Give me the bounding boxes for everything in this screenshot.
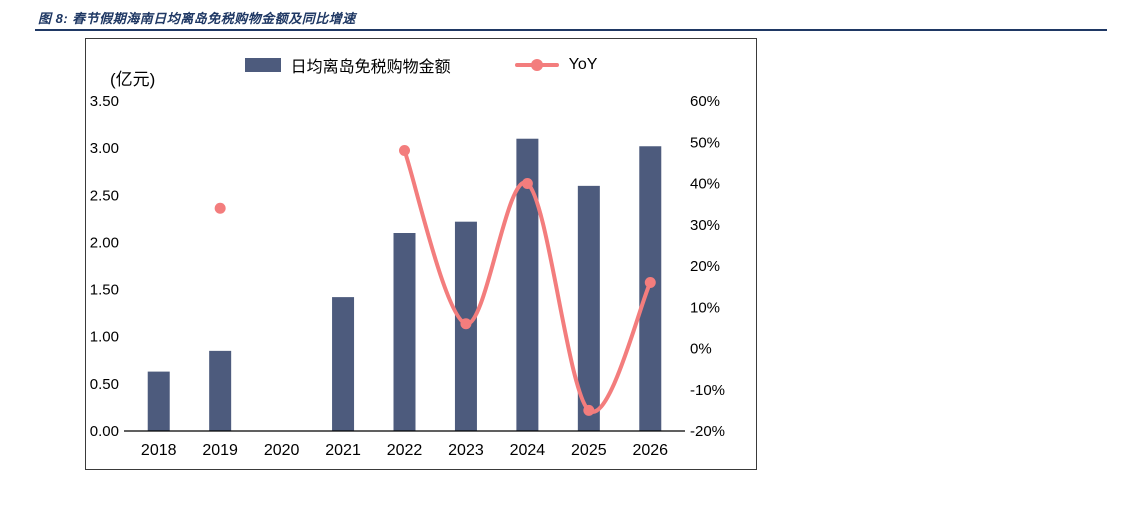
yoy-marker — [644, 277, 656, 288]
x-tick-label: 2021 — [325, 442, 361, 459]
legend-item-bar: 日均离岛免税购物金额 — [244, 53, 451, 77]
y-right-tick-label: 0% — [690, 341, 712, 358]
bar — [147, 371, 170, 431]
bar — [393, 233, 416, 431]
chart-container: 日均离岛免税购物金额 YoY (亿元) 0.00 0.50 1.00 1.50 2.00… — [85, 38, 757, 470]
legend-item-yoy: YoY — [514, 56, 598, 74]
bar — [516, 138, 539, 431]
yoy-marker — [521, 178, 533, 189]
y-right-tick-label: 50% — [690, 134, 720, 151]
y-right-tick-label: -10% — [690, 382, 725, 399]
y-left-tick-label: 3.50 — [90, 93, 119, 110]
x-tick-label: 2020 — [264, 442, 300, 459]
chart-svg: 0.00 0.50 1.00 1.50 2.00 2.50 3.00 3.50 -20% -10%… — [90, 93, 725, 459]
x-tick-label: 2026 — [632, 442, 668, 459]
y-right-tick-label: 60% — [690, 93, 720, 110]
y-right-tick-label: 40% — [690, 176, 720, 193]
yoy-marker — [583, 404, 595, 416]
bar — [209, 350, 232, 431]
y-left-tick-label: 0.50 — [90, 376, 119, 393]
y-left-tick-label: 0.00 — [90, 423, 119, 440]
x-tick-label: 2018 — [141, 442, 177, 459]
x-tick-label: 2019 — [202, 442, 238, 459]
chart-legend: 日均离岛免税购物金额 YoY — [86, 53, 756, 77]
y-right-tick-label: 20% — [690, 258, 720, 275]
title-underline — [35, 29, 1107, 31]
bar — [332, 297, 355, 431]
bar — [639, 146, 662, 431]
y-left-tick-label: 1.00 — [90, 329, 119, 346]
legend-yoy-label: YoY — [568, 56, 598, 73]
y-left-tick-label: 1.50 — [90, 282, 119, 299]
y-left-tick-label: 2.50 — [90, 187, 119, 204]
bar — [577, 185, 600, 431]
y-right-tick-label: 10% — [690, 299, 720, 316]
y-right-tick-label: 30% — [690, 217, 720, 234]
y-right-tick-label: -20% — [690, 423, 725, 440]
line-dot-swatch-icon — [514, 59, 559, 71]
x-tick-label: 2025 — [571, 442, 607, 459]
line-dot-icon — [530, 59, 543, 71]
yoy-marker — [214, 202, 226, 214]
yoy-marker — [460, 318, 472, 330]
yoy-marker — [399, 145, 410, 156]
y-axis-unit-label: (亿元) — [110, 70, 156, 89]
x-tick-label: 2023 — [448, 442, 484, 459]
x-tick-label: 2022 — [387, 442, 423, 459]
x-tick-label: 2024 — [510, 442, 546, 459]
legend-bar-label: 日均离岛免税购物金额 — [290, 59, 451, 76]
y-left-tick-label: 2.00 — [90, 234, 119, 251]
bar-swatch-icon — [244, 58, 281, 72]
y-left-tick-label: 3.00 — [90, 140, 119, 157]
figure-title: 图 8: 春节假期海南日均离岛免税购物金额及同比增速 — [38, 11, 356, 26]
